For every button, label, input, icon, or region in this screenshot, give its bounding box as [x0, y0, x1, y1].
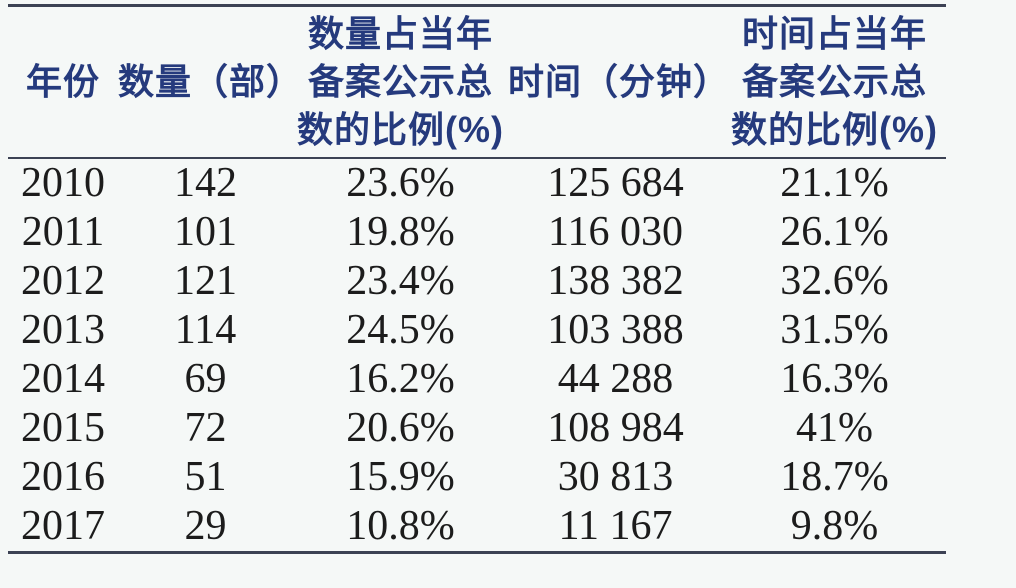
- cell-quantity: 114: [174, 307, 237, 353]
- cell-year: 2014: [21, 356, 105, 402]
- cell-quantity: 29: [184, 503, 227, 549]
- cell-time: 30 813: [557, 454, 674, 500]
- cell-time-ratio: 16.3%: [780, 356, 889, 402]
- cell-time-ratio: 26.1%: [780, 209, 889, 255]
- cell-time: 125 684: [547, 160, 684, 206]
- cell-year: 2011: [21, 209, 105, 255]
- cell-time: 108 984: [547, 405, 684, 451]
- cell-time-ratio: 32.6%: [780, 258, 889, 304]
- table-header: 年份 数量（部） 数量占当年 备案公示总 数的比例(%) 时间（分钟） 时间占当…: [8, 6, 946, 158]
- cell-year: 2010: [21, 160, 105, 206]
- header-row: 年份 数量（部） 数量占当年 备案公示总 数的比例(%) 时间（分钟） 时间占当…: [8, 6, 946, 158]
- cell-quantity: 51: [184, 454, 227, 500]
- cell-time: 44 288: [557, 356, 674, 402]
- cell-quantity-ratio: 10.8%: [346, 503, 455, 549]
- cell-time-ratio: 41%: [796, 405, 873, 451]
- cell-time: 138 382: [547, 258, 684, 304]
- column-header-quantity-ratio: 数量占当年 备案公示总 数的比例(%): [297, 13, 504, 150]
- column-header-year: 年份: [25, 61, 100, 102]
- cell-quantity-ratio: 23.6%: [346, 160, 455, 206]
- cell-quantity-ratio: 16.2%: [346, 356, 455, 402]
- cell-year: 2016: [21, 454, 105, 500]
- data-table: 年份 数量（部） 数量占当年 备案公示总 数的比例(%) 时间（分钟） 时间占当…: [8, 4, 946, 554]
- cell-quantity: 121: [174, 258, 237, 304]
- cell-year: 2012: [21, 258, 105, 304]
- cell-quantity: 101: [174, 209, 237, 255]
- cell-quantity: 69: [184, 356, 227, 402]
- column-header-time: 时间（分钟）: [508, 61, 731, 102]
- table-body: 2010 142 23.6% 125 684 21.1% 2011 101 19.8% 116 …: [8, 158, 946, 553]
- cell-year: 2015: [21, 405, 105, 451]
- cell-quantity-ratio: 23.4%: [346, 258, 455, 304]
- cell-time: 116 030: [548, 209, 683, 255]
- cell-time-ratio: 9.8%: [790, 503, 879, 549]
- cell-year: 2017: [21, 503, 105, 549]
- cell-time-ratio: 31.5%: [780, 307, 889, 353]
- table-row: 2013 114 24.5% 103 388 31.5%: [8, 306, 946, 355]
- table-row: 2012 121 23.4% 138 382 32.6%: [8, 257, 946, 306]
- cell-quantity-ratio: 15.9%: [346, 454, 455, 500]
- table-row: 2015 72 20.6% 108 984 41%: [8, 404, 946, 453]
- table-row: 2014 69 16.2% 44 288 16.3%: [8, 355, 946, 404]
- table-row: 2010 142 23.6% 125 684 21.1%: [8, 158, 946, 208]
- table-row: 2016 51 15.9% 30 813 18.7%: [8, 453, 946, 502]
- cell-quantity-ratio: 20.6%: [346, 405, 455, 451]
- table-row: 2017 29 10.8% 11 167 9.8%: [8, 502, 946, 553]
- cell-quantity-ratio: 24.5%: [346, 307, 455, 353]
- cell-time: 11 167: [558, 503, 673, 549]
- cell-time: 103 388: [547, 307, 684, 353]
- table-container: 年份 数量（部） 数量占当年 备案公示总 数的比例(%) 时间（分钟） 时间占当…: [8, 4, 946, 554]
- column-header-time-ratio: 时间占当年 备案公示总 数的比例(%): [731, 13, 938, 150]
- cell-quantity: 72: [184, 405, 227, 451]
- cell-year: 2013: [21, 307, 105, 353]
- cell-quantity: 142: [174, 160, 237, 206]
- cell-quantity-ratio: 19.8%: [346, 209, 455, 255]
- cell-time-ratio: 18.7%: [780, 454, 889, 500]
- table-row: 2011 101 19.8% 116 030 26.1%: [8, 208, 946, 257]
- column-header-quantity: 数量（部）: [118, 61, 304, 102]
- cell-time-ratio: 21.1%: [780, 160, 889, 206]
